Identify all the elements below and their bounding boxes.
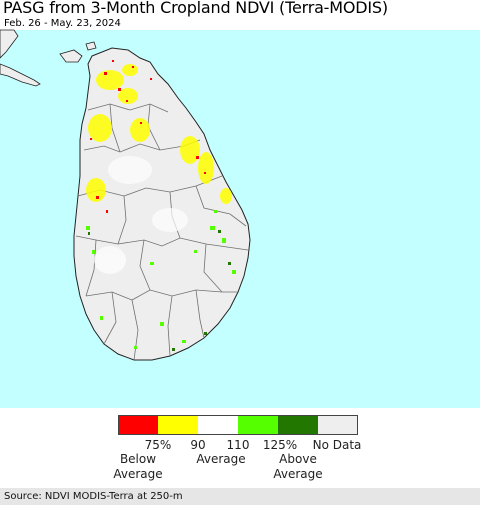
ndvi-white-patches — [94, 156, 188, 274]
map-panel: PASG from 3-Month Cropland NDVI (Terra-M… — [0, 0, 480, 408]
legend-average-label: Average — [196, 452, 246, 466]
legend-swatch-110-125 — [238, 415, 278, 435]
small-island — [85, 41, 97, 51]
ndvi-red-spots — [90, 60, 206, 213]
legend-swatch-above-125 — [278, 415, 318, 435]
legend-above-average: Above Average — [273, 452, 322, 482]
map-title: PASG from 3-Month Cropland NDVI (Terra-M… — [3, 0, 388, 17]
jaffna-island — [59, 49, 83, 63]
legend-swatch-90-110 — [198, 415, 238, 435]
legend-swatch-no-data — [318, 415, 358, 435]
date-range: Feb. 26 - May. 23, 2024 — [4, 18, 121, 29]
legend-tick-125: 125% — [262, 438, 298, 452]
legend-tick-75: 75% — [144, 438, 172, 452]
legend-average: Average — [196, 452, 245, 467]
legend-tick-90: 90 — [190, 438, 206, 452]
legend-swatch-below-75 — [118, 415, 158, 435]
india-coast — [0, 29, 19, 59]
ndvi-darkgreen-spots — [88, 230, 231, 351]
legend-below-line1: Below — [119, 452, 157, 466]
ndvi-green-spots — [86, 210, 236, 349]
ndvi-yellow-patches — [86, 64, 232, 204]
legend-above-line2: Average — [273, 467, 323, 481]
source-footer: Source: NDVI MODIS-Terra at 250-m — [0, 488, 480, 505]
legend: 75% 90 110 125% No Data Below Average Av… — [0, 410, 480, 488]
legend-below-line2: Average — [113, 467, 163, 481]
legend-above-line1: Above — [279, 452, 317, 466]
sri-lanka-map — [0, 29, 480, 408]
legend-below-average: Below Average — [113, 452, 162, 482]
legend-tick-110: 110 — [226, 438, 250, 452]
legend-swatch-75-90 — [158, 415, 198, 435]
india-coast-2 — [0, 63, 41, 87]
legend-no-data-label: No Data — [312, 438, 362, 452]
